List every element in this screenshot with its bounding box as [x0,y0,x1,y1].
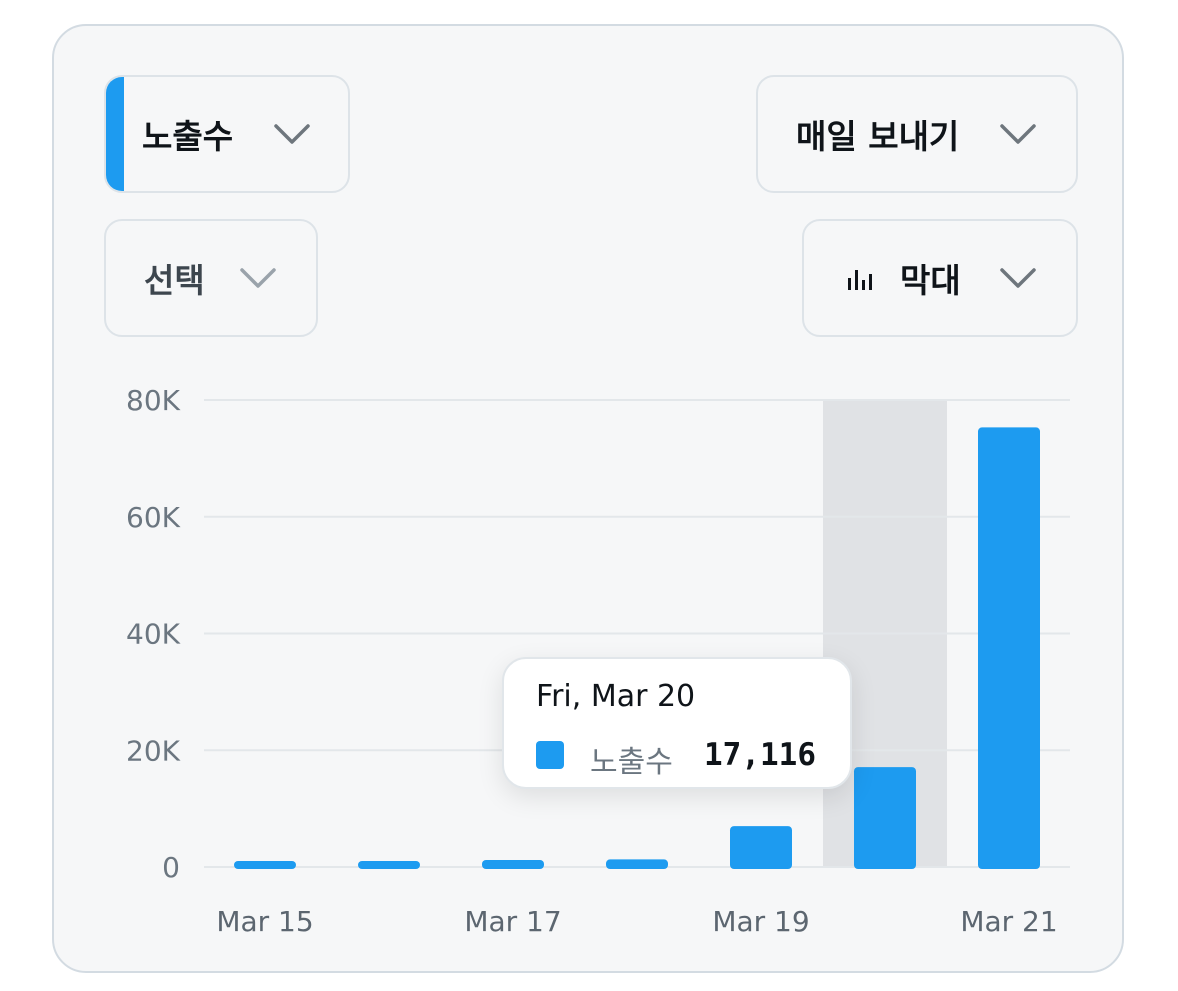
tooltip-date: Fri, Mar 20 [536,679,696,714]
chart-tooltip: Fri, Mar 20 노출수 17,116 [502,657,852,789]
bar-mar-15 [234,861,296,869]
x-tick-label: Mar 21 [960,905,1057,938]
y-tick-label: 20K [126,734,181,767]
metric-dropdown[interactable]: 노출수 [104,75,350,193]
x-tick-label: Mar 15 [216,905,313,938]
tooltip-metric-label: 노출수 [590,745,673,780]
chevron-down-icon [998,121,1038,147]
x-tick-label: Mar 17 [464,905,561,938]
metric-color-accent [106,77,124,191]
export-dropdown[interactable]: 매일 보내기 [756,75,1078,193]
bar-mar-19 [730,826,792,869]
bar-mar-18 [606,859,668,869]
y-tick-label: 40K [126,618,181,651]
bar-mar-17 [482,859,544,869]
chevron-down-icon [272,121,312,147]
bar-mar-16 [358,861,420,869]
tooltip-series-swatch [536,741,564,769]
select-dropdown[interactable]: 선택 [104,219,318,337]
bar-mar-20 [854,767,916,869]
tooltip-value: 17,116 [704,737,816,773]
y-tick-label: 80K [126,384,181,417]
select-dropdown-label: 선택 [144,261,205,300]
y-tick-label: 0 [162,851,180,884]
x-tick-label: Mar 19 [712,905,809,938]
chart-type-dropdown-label: 막대 [900,261,961,300]
export-dropdown-label: 매일 보내기 [796,117,960,156]
y-tick-label: 60K [126,501,181,534]
chart-type-dropdown[interactable]: 막대 [802,219,1078,337]
bar-mar-21 [978,427,1040,869]
metric-dropdown-label: 노출수 [142,117,234,156]
chevron-down-icon [238,265,278,291]
chevron-down-icon [998,265,1038,291]
bar-chart-icon [846,264,874,292]
